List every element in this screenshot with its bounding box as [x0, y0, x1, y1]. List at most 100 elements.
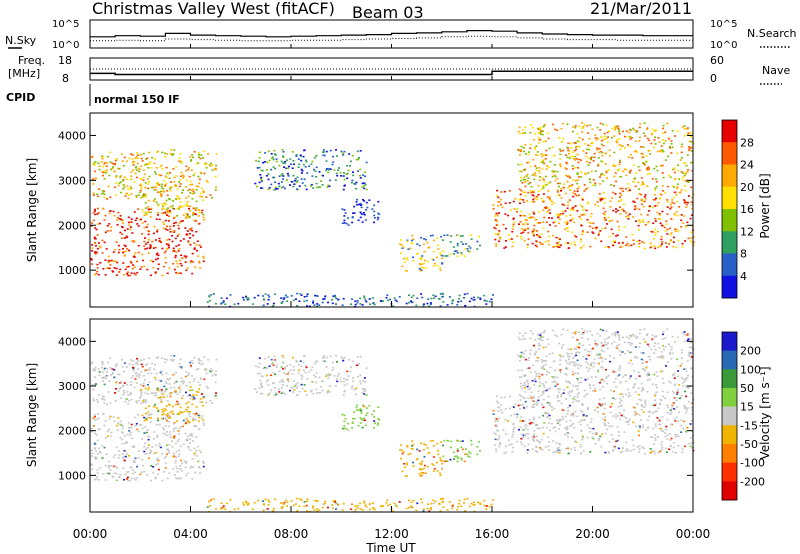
velocity-cell [356, 356, 359, 358]
power-cell [394, 299, 397, 302]
velocity-cell [278, 381, 281, 383]
velocity-cell [363, 405, 366, 408]
velocity-cell [118, 476, 121, 478]
velocity-cell [669, 382, 672, 384]
power-cell [93, 208, 96, 211]
power-cell [649, 242, 652, 245]
velocity-cell [441, 467, 444, 469]
velocity-cell [629, 359, 632, 362]
velocity-cell [140, 471, 143, 473]
power-cell [117, 251, 120, 254]
velocity-cell [477, 441, 480, 443]
power-cell [586, 148, 589, 151]
velocity-cell [341, 509, 344, 511]
velocity-cell [202, 396, 205, 398]
velocity-cell [620, 414, 623, 417]
power-cell [402, 245, 405, 248]
velocity-cell [175, 380, 178, 383]
power-cell [567, 247, 570, 249]
power-cell [144, 202, 147, 204]
power-cell [671, 185, 674, 187]
velocity-cell [153, 403, 156, 406]
power-cell [541, 130, 544, 133]
velocity-cell [195, 368, 198, 371]
velocity-cell [607, 422, 610, 424]
power-cell [209, 165, 212, 167]
power-cell [284, 187, 287, 190]
velocity-cell [647, 372, 650, 374]
power-cell [130, 171, 133, 173]
power-cell [198, 182, 201, 185]
power-cell [419, 257, 422, 260]
power-cell [653, 130, 656, 132]
velocity-cell [690, 341, 692, 344]
power-cell [540, 130, 543, 132]
power-cell [154, 171, 156, 173]
power-cell [492, 204, 495, 206]
velocity-cell [586, 392, 589, 395]
velocity-cell [545, 381, 548, 384]
velocity-cell [559, 419, 562, 422]
velocity-cell [498, 445, 501, 448]
power-cell [173, 176, 176, 179]
power-cell [179, 183, 182, 185]
velocity-cell [190, 432, 193, 435]
power-cell [470, 234, 473, 237]
velocity-cell [128, 430, 131, 432]
velocity-cell [436, 461, 438, 464]
power-cell [558, 218, 561, 221]
velocity-cell [156, 389, 159, 392]
power-cell [523, 169, 526, 171]
power-cell [443, 234, 446, 237]
velocity-cell [568, 363, 571, 365]
velocity-cell [456, 457, 459, 459]
velocity-cell [671, 404, 674, 407]
power-cell [109, 229, 112, 232]
power-cell [594, 182, 597, 184]
power-cell [606, 131, 609, 134]
power-cell [532, 233, 535, 236]
power-cell [678, 178, 681, 180]
power-cell [167, 244, 170, 247]
power-cell [642, 146, 645, 148]
velocity-cell [685, 409, 688, 412]
power-cell [199, 246, 202, 248]
velocity-cell [654, 425, 657, 428]
power-cell [690, 161, 693, 164]
velocity-cell [197, 391, 200, 393]
power-cell [537, 190, 540, 193]
velocity-cell [154, 476, 157, 479]
power-cell [202, 255, 205, 258]
velocity-cell [406, 463, 409, 466]
power-cell [209, 194, 212, 196]
power-cell [681, 242, 684, 245]
power-cell [646, 185, 649, 187]
power-cell [160, 195, 163, 198]
power-cell [272, 158, 275, 161]
power-cell [275, 160, 278, 163]
velocity-cell [670, 444, 672, 447]
power-cell [101, 252, 104, 254]
velocity-cell [424, 472, 427, 474]
power-cell [328, 167, 331, 170]
velocity-cell [524, 350, 527, 352]
power-cell [611, 197, 613, 199]
power-cell [146, 178, 149, 180]
velocity-cell [164, 361, 167, 364]
velocity-cell [600, 356, 603, 359]
power-cell [118, 182, 121, 185]
velocity-cell [654, 335, 657, 337]
power-cell [192, 234, 195, 237]
velocity-cell [140, 391, 143, 393]
velocity-cell [342, 377, 345, 380]
power-cell [574, 125, 577, 127]
power-cell [422, 305, 425, 307]
power-cell [684, 162, 687, 164]
velocity-cell [258, 362, 261, 365]
velocity-cell [616, 347, 619, 350]
velocity-cell [497, 430, 499, 432]
power-cell [559, 244, 562, 246]
velocity-cell [548, 441, 551, 443]
power-cell [107, 255, 110, 258]
velocity-cell [173, 422, 176, 424]
